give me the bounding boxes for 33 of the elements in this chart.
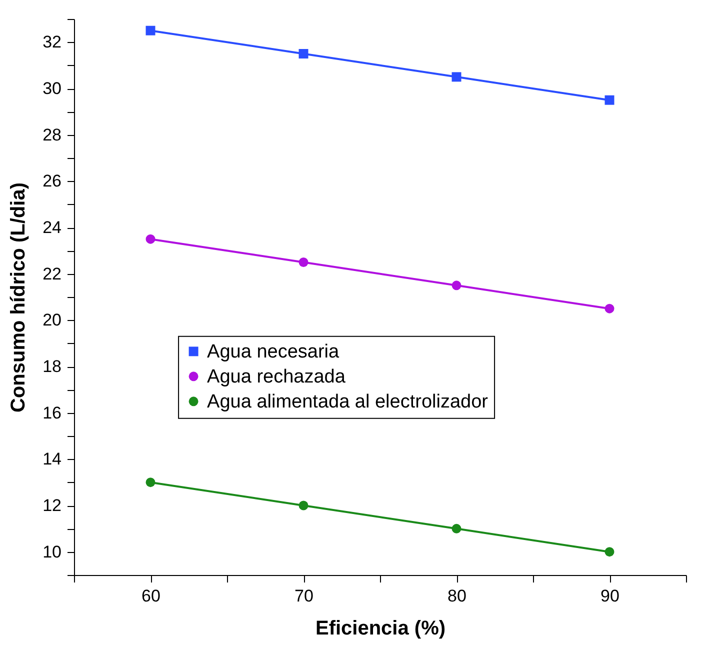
- y-tick-label: 28: [42, 125, 62, 144]
- point: [298, 500, 308, 510]
- x-axis-title: Eficiencia (%): [315, 618, 446, 640]
- y-tick-label: 24: [42, 218, 62, 237]
- y-tick-label: 26: [42, 172, 62, 191]
- y-tick-label: 30: [42, 79, 62, 98]
- point: [604, 95, 614, 105]
- x-tick-label: 80: [448, 586, 466, 606]
- point: [146, 478, 156, 488]
- y-tick-label: 32: [42, 32, 62, 52]
- x-tick-label: 60: [142, 586, 160, 606]
- y-tick-label: 12: [42, 496, 62, 515]
- point: [146, 26, 156, 36]
- point: [604, 547, 614, 557]
- point: [298, 49, 308, 58]
- y-tick-label: 10: [42, 542, 62, 562]
- legend-label: Agua alimentada al electrolizador: [207, 391, 489, 412]
- point: [604, 304, 614, 314]
- y-tick-label: 16: [42, 403, 62, 422]
- y-axis-title: Consumo hídrico (L/dia): [8, 182, 30, 412]
- legend-label: Agua rechazada: [207, 366, 346, 388]
- point: [452, 524, 462, 534]
- y-tick-label: 22: [42, 264, 62, 284]
- x-tick-label: 90: [600, 586, 620, 606]
- x-tick-label: 70: [294, 586, 314, 606]
- point: [452, 280, 462, 290]
- y-tick-label: 18: [42, 357, 62, 376]
- point: [298, 258, 308, 267]
- y-tick-label: 20: [42, 310, 62, 330]
- legend-label: Agua necesaria: [207, 341, 340, 362]
- point: [452, 72, 462, 82]
- y-tick-label: 14: [42, 450, 62, 469]
- point: [146, 234, 156, 244]
